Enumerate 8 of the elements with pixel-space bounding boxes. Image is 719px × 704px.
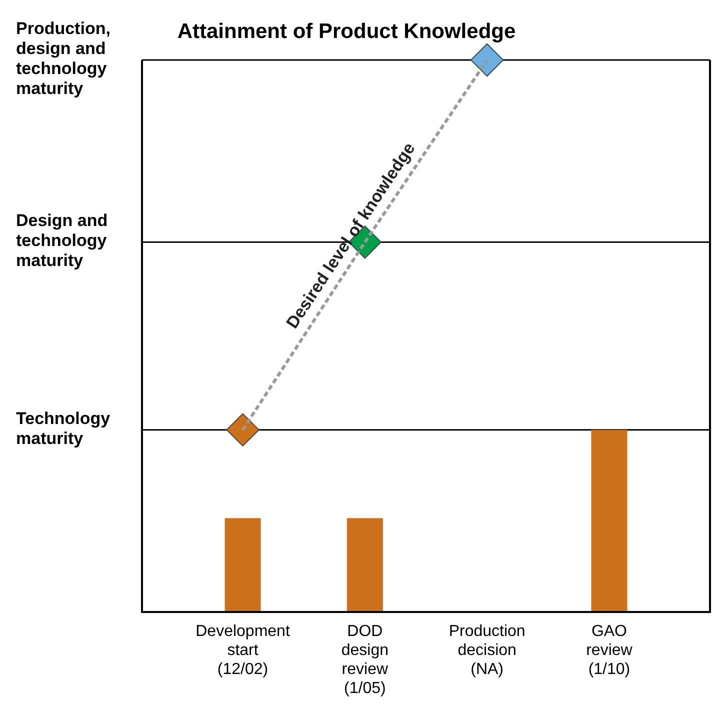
- ref-line-label: Technology maturity: [16, 409, 111, 448]
- ref-line-label: Production, design and technology maturity: [16, 19, 110, 98]
- x-tick-label: Production decision (NA): [448, 623, 526, 678]
- chart-title: Attainment of Product Knowledge: [177, 20, 516, 43]
- x-tick-label: Development start (12/02): [196, 623, 290, 678]
- ref-line-label: Design and technology maturity: [16, 212, 108, 271]
- x-tick-label: GAO review (1/10): [586, 623, 633, 678]
- x-tick-label: DOD design review (1/05): [341, 623, 389, 697]
